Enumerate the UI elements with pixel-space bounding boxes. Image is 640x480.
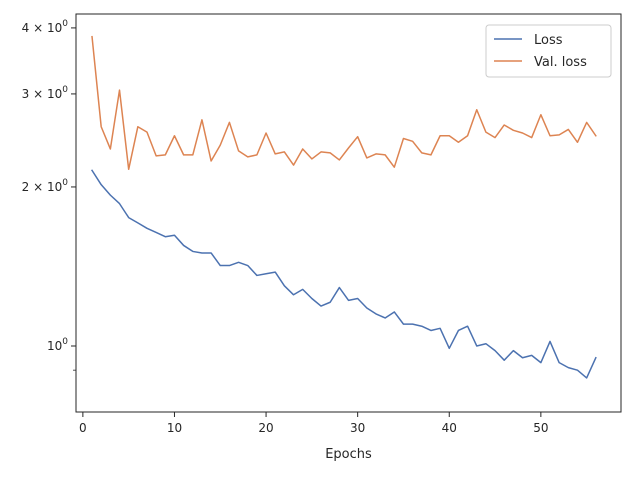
x-tick-label: 30: [350, 421, 365, 435]
x-tick-label: 10: [167, 421, 182, 435]
x-tick-label: 0: [79, 421, 87, 435]
series-line-val-loss: [91, 35, 597, 171]
y-tick-label: 100: [47, 337, 68, 353]
x-tick-label: 20: [258, 421, 273, 435]
x-tick-label: 40: [442, 421, 457, 435]
x-tick-label: 50: [533, 421, 548, 435]
legend: Loss Val. loss: [485, 24, 612, 78]
y-tick-label: 2 × 100: [22, 178, 69, 194]
y-tick-label: 4 × 100: [22, 19, 69, 35]
plot-area: [90, 35, 597, 379]
plot-frame: [75, 13, 622, 413]
legend-box: [485, 24, 612, 78]
series-line-loss: [90, 169, 597, 379]
x-axis-label: Epochs: [325, 447, 372, 462]
legend-label: Val. loss: [534, 55, 587, 70]
axes: 0 10 20 30 40 50 100 2 × 100 3 × 100 4 × 100: [22, 13, 622, 435]
legend-label: Loss: [534, 33, 563, 48]
y-tick-label: 3 × 100: [22, 85, 69, 101]
